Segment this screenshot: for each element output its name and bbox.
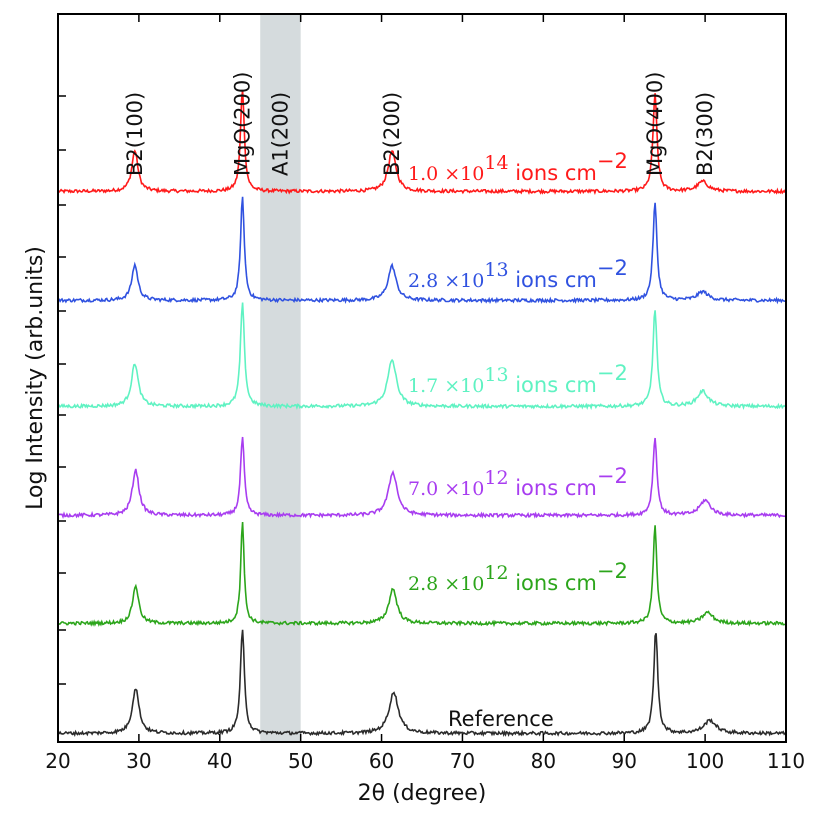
series-line-3 bbox=[57, 302, 786, 411]
series-line-2 bbox=[57, 196, 786, 305]
x-tick-label-50: 50 bbox=[288, 749, 313, 773]
series-label-5: 2.8 ×1012 ions cm−2 bbox=[408, 559, 628, 595]
peak-label-6: B2(300) bbox=[693, 92, 717, 176]
series-line-5 bbox=[57, 521, 786, 628]
series-label-3: 1.7 ×1013 ions cm−2 bbox=[408, 361, 628, 397]
x-tick-label-110: 110 bbox=[767, 749, 805, 773]
series-line-6 bbox=[58, 629, 786, 738]
x-axis-title: 2θ (degree) bbox=[358, 781, 487, 806]
series-label-2: 2.8 ×1013 ions cm−2 bbox=[408, 256, 628, 292]
x-tick-label-60: 60 bbox=[369, 749, 394, 773]
series-label-4: 7.0 ×1012 ions cm−2 bbox=[408, 464, 628, 500]
label-layer: B2(100) MgO(200) A1(200) B2(200) MgO(400) B2(… bbox=[123, 72, 717, 731]
series-line-4 bbox=[58, 436, 786, 519]
peak-label-3: A1(200) bbox=[268, 92, 292, 176]
series-line-1 bbox=[57, 89, 786, 195]
series-label-1: 1.0 ×1014 ions cm−2 bbox=[408, 149, 628, 185]
peak-label-5: MgO(400) bbox=[643, 72, 667, 176]
x-tick-label-40: 40 bbox=[207, 749, 232, 773]
x-tick-label-100: 100 bbox=[686, 749, 724, 773]
series-layer bbox=[57, 89, 786, 738]
y-axis-title: Log Intensity (arb.units) bbox=[23, 246, 48, 510]
x-tick-label-20: 20 bbox=[45, 749, 70, 773]
peak-label-1: B2(100) bbox=[123, 92, 147, 176]
x-tick-label-80: 80 bbox=[531, 749, 556, 773]
peak-label-4: B2(200) bbox=[380, 92, 404, 176]
plot-frame bbox=[57, 13, 787, 743]
x-tick-label-90: 90 bbox=[611, 749, 636, 773]
series-label-reference: Reference bbox=[448, 707, 554, 731]
x-tick-label-30: 30 bbox=[126, 749, 151, 773]
peak-label-2: MgO(200) bbox=[230, 72, 254, 176]
tick-layer: 20 30 40 50 60 70 80 90 100 110 bbox=[45, 14, 805, 773]
x-tick-label-70: 70 bbox=[450, 749, 475, 773]
